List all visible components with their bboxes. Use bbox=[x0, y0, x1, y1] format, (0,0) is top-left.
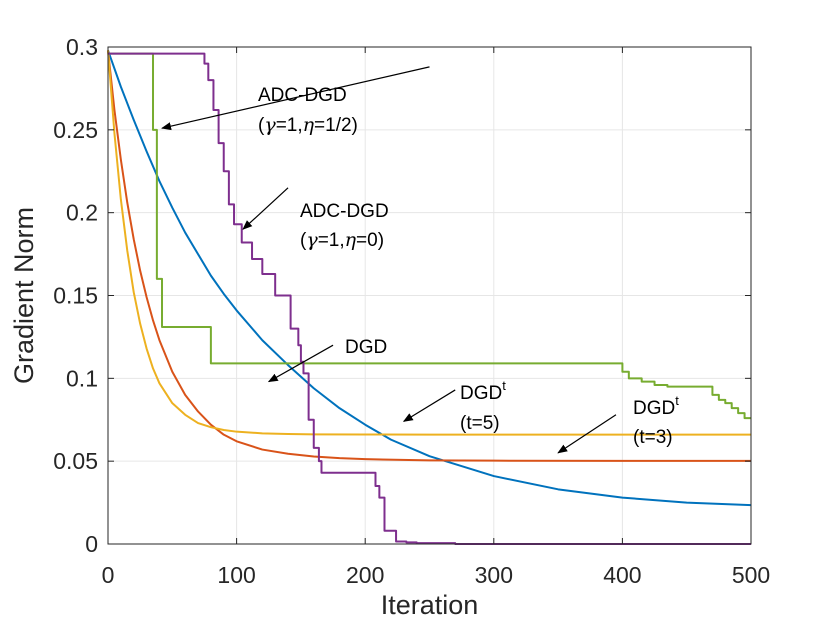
y-tick-label: 0.2 bbox=[66, 200, 98, 226]
series-line-dgd-t-t-5 bbox=[107, 50, 751, 436]
annotation-label: DGDt bbox=[460, 378, 506, 404]
annotations: ADC-DGD (γ=1,η=1/2) ADC-DGD (γ=1,η=0) DGD DGD… bbox=[161, 66, 679, 454]
series-lines bbox=[107, 49, 752, 545]
annotation-params: (γ=1,η=1/2) bbox=[258, 114, 358, 136]
y-tick-label: 0.3 bbox=[66, 34, 98, 60]
annotation-dgdt3: DGDt (t=3) bbox=[557, 393, 679, 454]
x-axis-title: Iteration bbox=[381, 590, 479, 620]
y-tick-label: 0.25 bbox=[53, 117, 98, 143]
annotation-label: ADC-DGD bbox=[258, 85, 347, 106]
annotation-params: (t=3) bbox=[633, 427, 673, 448]
annotation-dgdt5: DGDt (t=5) bbox=[402, 378, 506, 434]
x-tick-label: 400 bbox=[603, 562, 641, 588]
axis-ticks: 0 100 200 300 400 500 0 0.05 0.1 0.15 0.2 0.25 0.3 bbox=[53, 34, 770, 588]
annotation-arrow bbox=[267, 344, 334, 383]
y-tick-label: 0.1 bbox=[66, 365, 98, 391]
x-tick-label: 0 bbox=[102, 562, 115, 588]
series-line-adc-dgd-1-1-2 bbox=[108, 52, 751, 420]
x-tick-label: 300 bbox=[475, 562, 513, 588]
annotation-arrow bbox=[161, 66, 430, 131]
y-tick-label: 0.05 bbox=[53, 448, 98, 474]
x-tick-label: 100 bbox=[217, 562, 255, 588]
annotation-arrow bbox=[242, 187, 289, 230]
annotation-label: DGD bbox=[345, 337, 387, 358]
annotation-label: DGDt bbox=[633, 393, 679, 419]
grid-lines bbox=[108, 47, 751, 544]
annotation-label: ADC-DGD bbox=[300, 201, 389, 222]
annotation-params: (γ=1,η=0) bbox=[300, 229, 384, 251]
x-tick-label: 500 bbox=[732, 562, 770, 588]
series-line-dgd bbox=[107, 49, 752, 507]
y-tick-label: 0 bbox=[85, 531, 98, 557]
annotation-arrow bbox=[402, 389, 456, 422]
annotation-dgd: DGD bbox=[267, 337, 387, 383]
y-tick-label: 0.15 bbox=[53, 283, 98, 309]
series-line-adc-dgd-1-0 bbox=[108, 52, 751, 545]
annotation-adc-zero: ADC-DGD (γ=1,η=0) bbox=[242, 187, 389, 251]
series-line-dgd-t-t-3 bbox=[107, 50, 751, 462]
x-tick-label: 200 bbox=[346, 562, 384, 588]
y-axis-title: Gradient Norm bbox=[9, 207, 39, 384]
annotation-arrow bbox=[557, 414, 617, 454]
annotation-adc-half: ADC-DGD (γ=1,η=1/2) bbox=[161, 66, 430, 136]
annotation-params: (t=5) bbox=[460, 413, 500, 434]
